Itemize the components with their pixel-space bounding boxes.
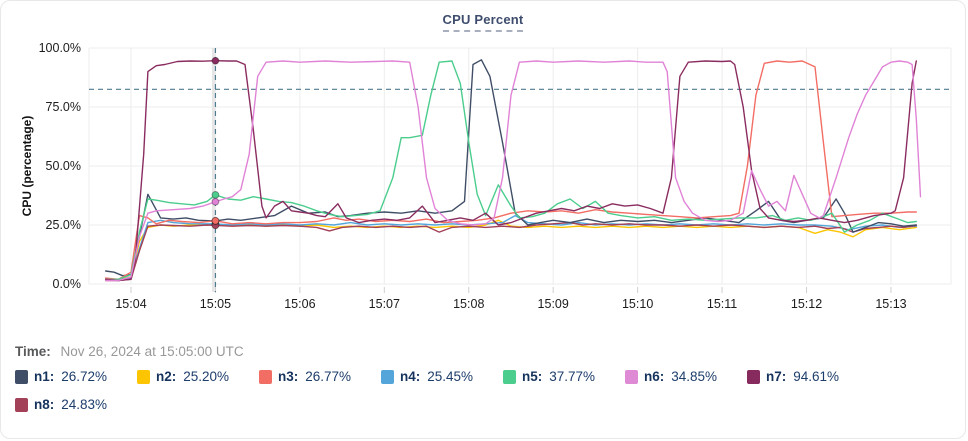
legend-label-n2: n2:: [156, 369, 177, 384]
y-axis-title: CPU (percentage): [20, 116, 34, 217]
legend-label-n7: n7:: [766, 369, 787, 384]
series-line-n4: [104, 214, 917, 282]
crosshair-marker-n6: [211, 197, 220, 206]
chart-header: CPU Percent: [1, 11, 965, 32]
legend-value-n6: 34.85%: [671, 369, 718, 384]
series-line-n6: [104, 60, 922, 282]
legend-item-n2[interactable]: n2: 25.20%: [137, 369, 259, 384]
legend-value-n4: 25.45%: [427, 369, 474, 384]
legend-label-n5: n5:: [522, 369, 543, 384]
legend-item-n8[interactable]: n8: 24.83%: [15, 397, 137, 412]
legend-label-n6: n6:: [644, 369, 665, 384]
chart-title[interactable]: CPU Percent: [442, 12, 524, 32]
time-note-label: Time:: [15, 344, 51, 359]
legend-value-n2: 25.20%: [183, 369, 230, 384]
legend-label-n3: n3:: [278, 369, 299, 384]
legend-swatch-n2: [137, 369, 150, 384]
legend-label-n8: n8:: [34, 397, 55, 412]
legend-value-n5: 37.77%: [549, 369, 596, 384]
y-axis-tick-label: 25.0%: [46, 218, 81, 232]
x-axis-tick-label: 15:12: [791, 297, 822, 311]
legend-swatch-n4: [381, 369, 394, 384]
legend-value-n1: 26.72%: [61, 369, 108, 384]
series-line-n7: [104, 60, 917, 282]
legend-swatch-n3: [259, 369, 272, 384]
y-axis-tick-label: 50.0%: [46, 159, 81, 173]
crosshair-marker-n3: [211, 216, 220, 225]
x-axis-tick-label: 15:05: [200, 297, 231, 311]
x-axis-tick-label: 15:09: [538, 297, 569, 311]
legend-label-n1: n1:: [34, 369, 55, 384]
legend-label-n4: n4:: [400, 369, 421, 384]
x-axis-tick-label: 15:13: [875, 297, 906, 311]
series-line-n3: [104, 60, 917, 281]
time-note-value: Nov 26, 2024 at 15:05:00 UTC: [60, 344, 244, 359]
x-axis-tick-label: 15:06: [284, 297, 315, 311]
series-line-n1: [104, 59, 917, 277]
y-axis-tick-label: 100.0%: [39, 41, 81, 55]
series-line-n2: [104, 219, 917, 281]
series-line-n8: [104, 221, 917, 282]
x-axis-tick-label: 15:04: [115, 297, 146, 311]
legend-item-n7[interactable]: n7: 94.61%: [747, 369, 869, 384]
legend-swatch-n8: [15, 397, 28, 412]
legend-swatch-n1: [15, 369, 28, 384]
chart-legend: n1: 26.72% n2: 25.20% n3: 26.77% n4: 25.45% n5: 3…: [15, 369, 955, 412]
crosshair-marker-n7: [211, 56, 220, 65]
cpu-chart-plot[interactable]: 0.0% 25.0% 50.0% 75.0% 100.0% 15:04 15:05 15:06…: [1, 36, 966, 326]
legend-item-n3[interactable]: n3: 26.77%: [259, 369, 381, 384]
x-axis-tick-label: 15:11: [707, 297, 737, 311]
y-axis-tick-label: 0.0%: [53, 277, 82, 291]
legend-value-n8: 24.83%: [61, 397, 108, 412]
x-axis-tick-label: 15:08: [453, 297, 484, 311]
legend-item-n6[interactable]: n6: 34.85%: [625, 369, 747, 384]
legend-value-n7: 94.61%: [793, 369, 840, 384]
legend-swatch-n6: [625, 369, 638, 384]
legend-item-n1[interactable]: n1: 26.72%: [15, 369, 137, 384]
crosshair-time-note: Time: Nov 26, 2024 at 15:05:00 UTC: [15, 344, 244, 359]
legend-value-n3: 26.77%: [305, 369, 352, 384]
y-axis-tick-label: 75.0%: [46, 100, 81, 114]
crosshair-marker-n5: [211, 190, 220, 199]
legend-swatch-n5: [503, 369, 516, 384]
legend-item-n5[interactable]: n5: 37.77%: [503, 369, 625, 384]
legend-item-n4[interactable]: n4: 25.45%: [381, 369, 503, 384]
x-axis-tick-label: 15:10: [622, 297, 653, 311]
legend-swatch-n7: [747, 369, 760, 384]
x-axis-tick-label: 15:07: [369, 297, 400, 311]
